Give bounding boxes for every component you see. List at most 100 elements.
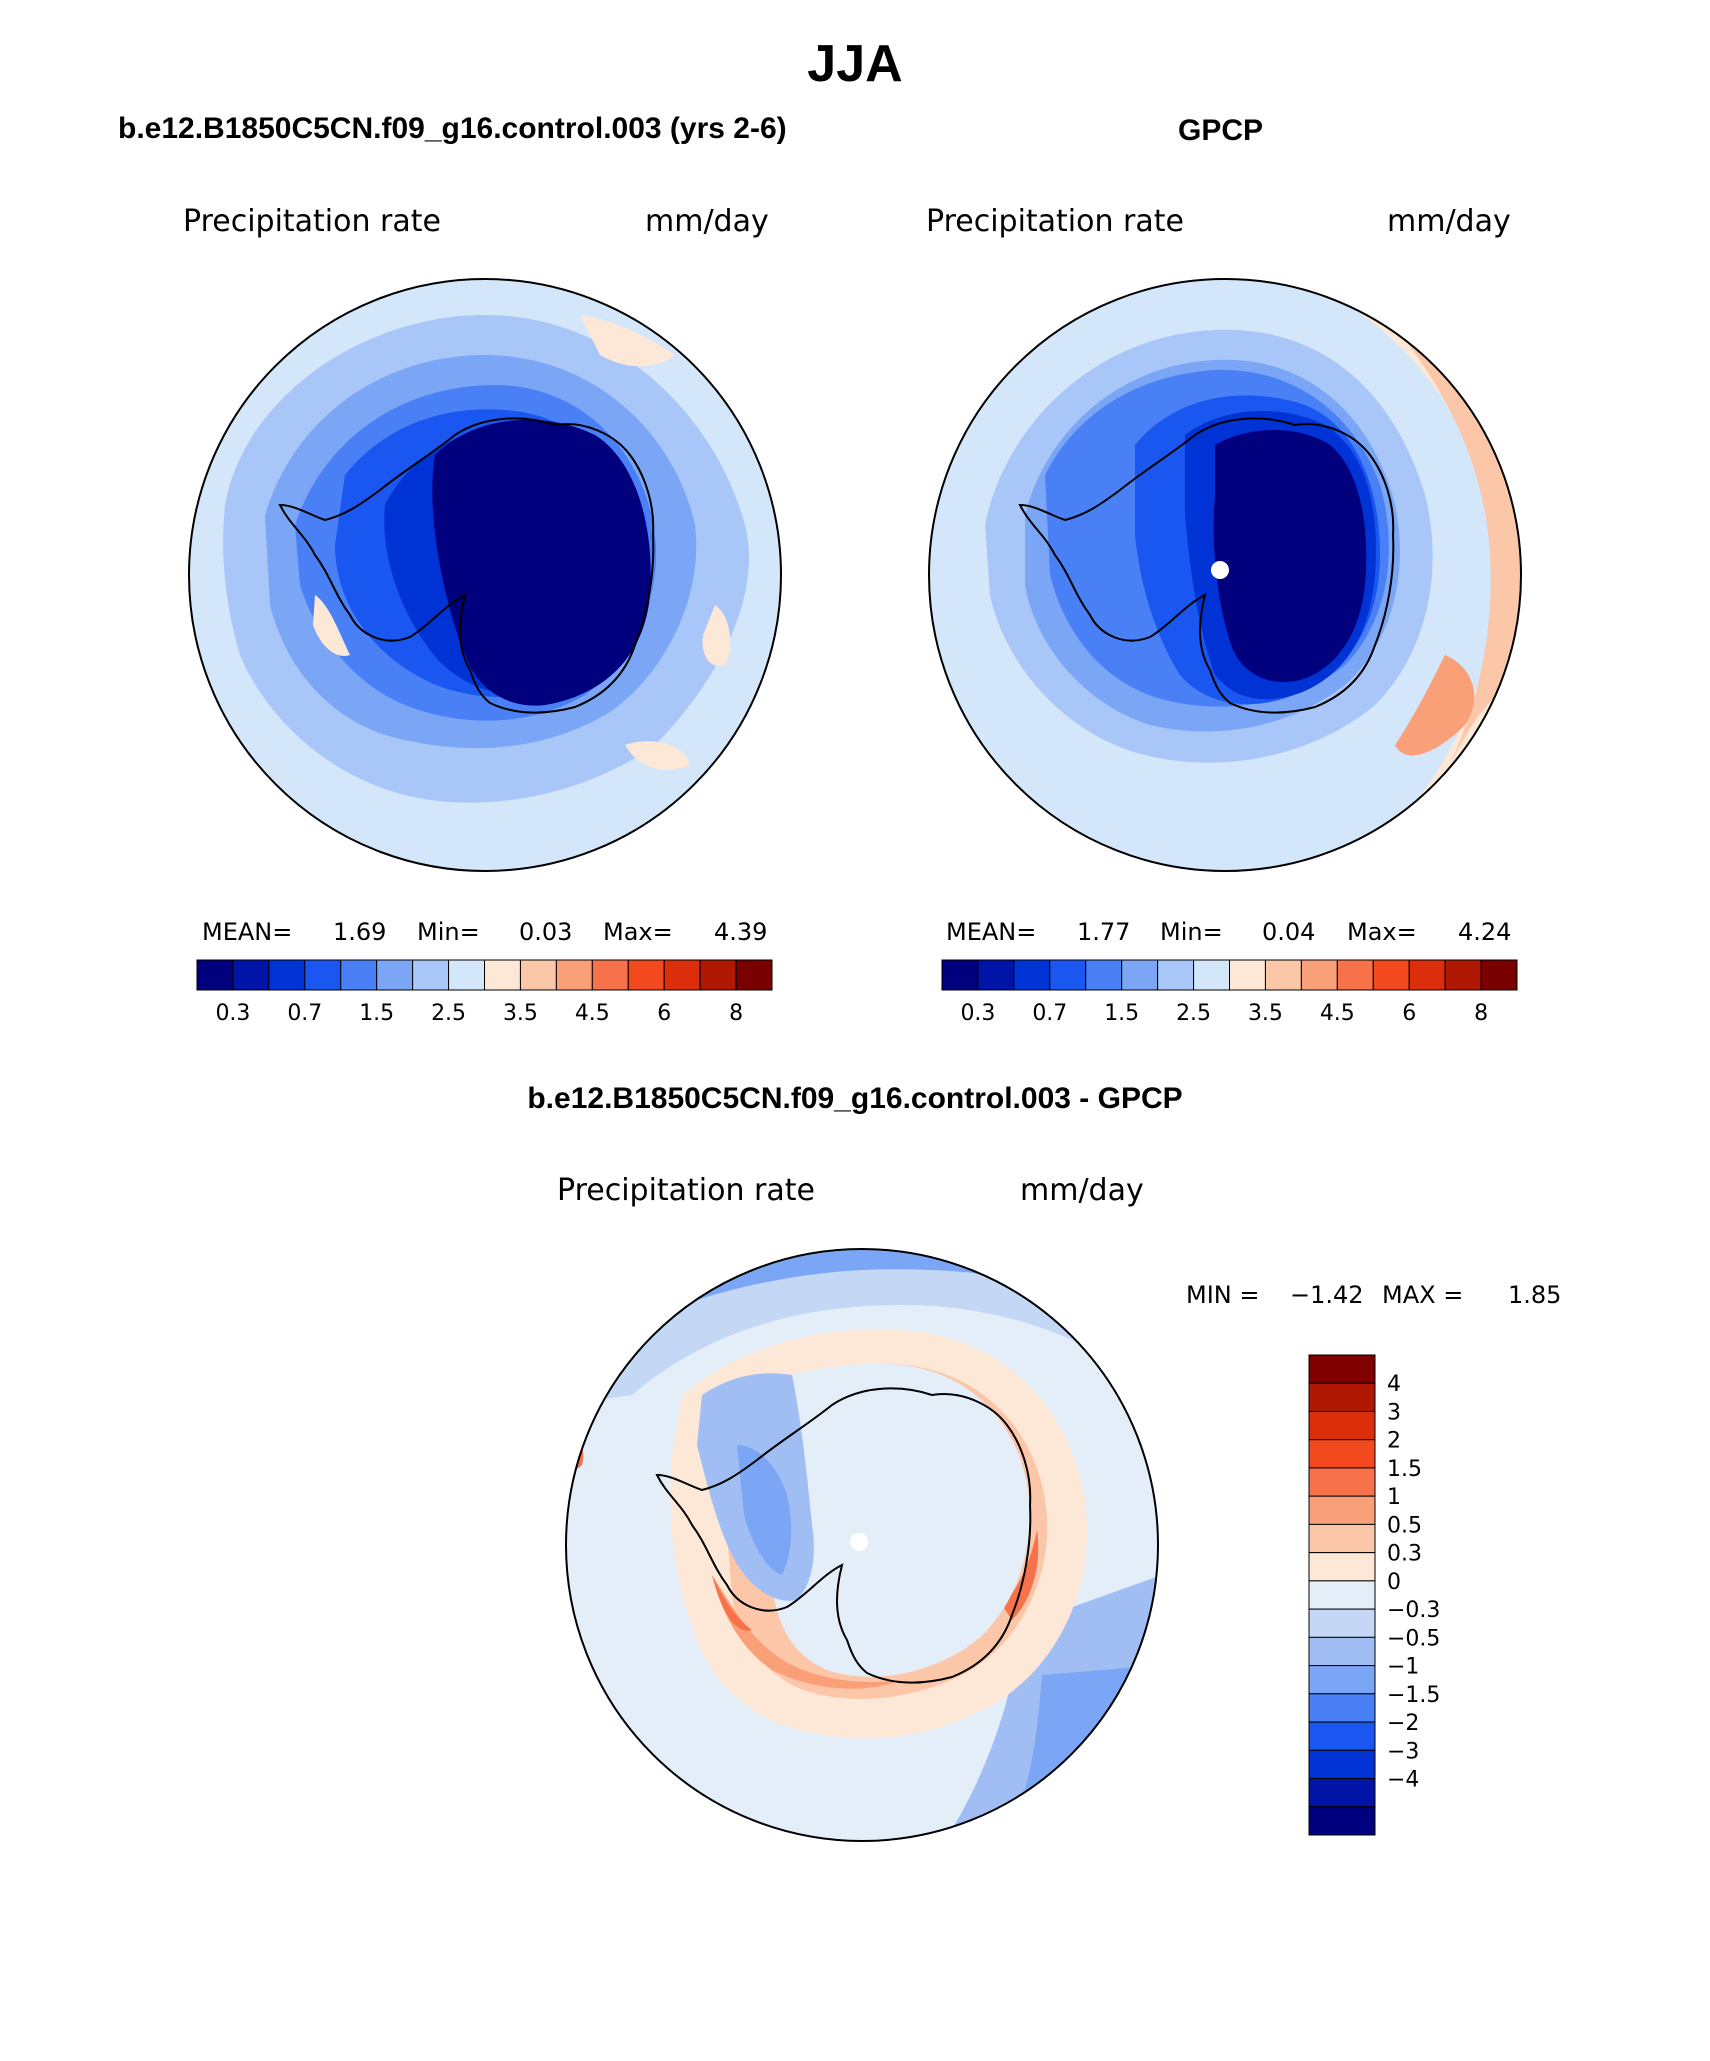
panel3-colorbar-swatch <box>1308 1410 1376 1441</box>
panel1-colorbar-swatch <box>268 959 306 991</box>
panel3-colorbar-tick-label: −4 <box>1387 1768 1419 1793</box>
panel1-colorbar-swatch <box>663 959 701 991</box>
panel1-colorbar-swatch <box>519 959 557 991</box>
panel2-polar-map <box>928 278 1522 872</box>
panel2-colorbar-swatch <box>1049 959 1087 991</box>
panel2-colorbar-tick-label: 3.5 <box>1248 1001 1283 1026</box>
panel3-colorbar-tick-label: 1 <box>1387 1485 1401 1510</box>
panel1-colorbar-swatch <box>340 959 378 991</box>
panel3-colorbar-tick-label: 2 <box>1387 1429 1401 1454</box>
panel1-colorbar-tick-label: 4.5 <box>575 1001 610 1026</box>
panel2-colorbar-swatch <box>977 959 1015 991</box>
panel1-mean-value: 1.69 <box>333 918 387 946</box>
panel2-colorbar-tick-label: 8 <box>1474 1001 1488 1026</box>
panel3-colorbar-swatch <box>1308 1778 1376 1808</box>
panel3-title: b.e12.B1850C5CN.f09_g16.control.003 - GP… <box>527 1082 1183 1115</box>
panel1-colorbar-tick-label: 2.5 <box>431 1001 466 1026</box>
panel1-colorbar-swatch <box>412 959 450 991</box>
panel1-mean-label: MEAN= <box>202 918 293 946</box>
panel1-min-value: 0.03 <box>519 918 573 946</box>
panel3-colorbar-swatch <box>1308 1693 1376 1723</box>
panel3-min-label: MIN = <box>1186 1281 1260 1309</box>
panel1-colorbar-swatch <box>591 959 629 991</box>
panel1-colorbar-swatch <box>448 959 485 991</box>
panel1-colorbar-tick-label: 6 <box>657 1001 671 1026</box>
panel1-colorbar-swatch <box>735 959 773 991</box>
panel2-colorbar-swatch <box>1480 959 1518 991</box>
panel3-colorbar-tick-label: 4 <box>1387 1372 1401 1397</box>
panel3-polar-map <box>565 1248 1159 1842</box>
panel2-colorbar-tick-label: 4.5 <box>1320 1001 1355 1026</box>
panel3-colorbar-tick-label: 0.5 <box>1387 1513 1422 1538</box>
panel2-colorbar-swatch <box>1444 959 1482 991</box>
panel2-units-label: mm/day <box>1387 204 1511 239</box>
panel1-min-label: Min= <box>417 918 480 946</box>
panel3-variable-label: Precipitation rate <box>557 1173 815 1208</box>
panel3-colorbar-tick-label: −2 <box>1387 1711 1419 1736</box>
panel3-units-label: mm/day <box>1020 1173 1144 1208</box>
panel2-colorbar-tick-label: 0.7 <box>1032 1001 1067 1026</box>
panel2-colorbar-tick-label: 1.5 <box>1104 1001 1139 1026</box>
panel2-colorbar-swatch <box>1121 959 1159 991</box>
panel2-min-label: Min= <box>1160 918 1223 946</box>
panel2-mean-value: 1.77 <box>1077 918 1131 946</box>
panel1-max-value: 4.39 <box>714 918 768 946</box>
panel3-colorbar: 4 3 2 1.5 1 0.5 0.3 0 −0.3 −0.5 −1 −1.5 −2 −3 −4 <box>1308 1354 1440 1836</box>
panel3-colorbar-swatch <box>1308 1580 1376 1610</box>
panel3-colorbar-swatch <box>1308 1721 1376 1751</box>
panel3-colorbar-swatch <box>1308 1467 1376 1497</box>
panel3-colorbar-swatch <box>1308 1665 1376 1695</box>
panel2-colorbar-swatch <box>1372 959 1410 991</box>
panel2-colorbar-swatch <box>1193 959 1230 991</box>
panel2-colorbar-swatch <box>1013 959 1051 991</box>
panel1-colorbar-tick-label: 0.3 <box>215 1001 250 1026</box>
panel3-colorbar-swatch <box>1308 1495 1376 1525</box>
panel1-colorbar: 0.3 0.7 1.5 2.5 3.5 4.5 6 8 <box>196 959 773 1026</box>
panel1-colorbar-tick-label: 8 <box>729 1001 743 1026</box>
panel2-colorbar-swatch <box>1264 959 1302 991</box>
panel1-colorbar-swatch <box>304 959 342 991</box>
panel2-max-label: Max= <box>1347 918 1417 946</box>
panel3-colorbar-tick-label: −0.5 <box>1387 1626 1440 1651</box>
panel1-colorbar-swatch <box>484 959 521 991</box>
panel1-units-label: mm/day <box>645 204 769 239</box>
panel2-colorbar-swatch <box>941 959 979 991</box>
panel1-colorbar-swatch <box>232 959 270 991</box>
panel3-colorbar-swatch <box>1308 1749 1376 1780</box>
panel3-colorbar-swatch <box>1308 1806 1376 1836</box>
panel2-colorbar-swatch <box>1085 959 1123 991</box>
panel3-min-value: −1.42 <box>1290 1281 1364 1309</box>
panel3-colorbar-tick-label: −1 <box>1387 1655 1419 1680</box>
panel1-variable-label: Precipitation rate <box>183 204 441 239</box>
panel3-colorbar-swatch <box>1308 1636 1376 1667</box>
panel3-colorbar-tick-label: 1.5 <box>1387 1457 1422 1482</box>
panel3-colorbar-tick-label: 0 <box>1387 1570 1401 1595</box>
panel2-max-value: 4.24 <box>1458 918 1512 946</box>
panel2-colorbar-swatch <box>1157 959 1195 991</box>
panel3-colorbar-swatch <box>1308 1382 1376 1412</box>
panel2-colorbar-tick-label: 6 <box>1402 1001 1416 1026</box>
panel2-colorbar-swatch <box>1229 959 1266 991</box>
panel2-colorbar-swatch <box>1336 959 1374 991</box>
panel3-colorbar-tick-label: 0.3 <box>1387 1542 1422 1567</box>
main-title: JJA <box>807 35 903 93</box>
panel2-title: GPCP <box>1178 114 1264 147</box>
panel3-colorbar-swatch <box>1308 1439 1376 1469</box>
panel1-colorbar-swatch <box>555 959 593 991</box>
panel3-colorbar-swatch <box>1308 1552 1376 1582</box>
panel1-colorbar-tick-label: 1.5 <box>359 1001 394 1026</box>
panel1-colorbar-swatch <box>376 959 414 991</box>
panel1-max-label: Max= <box>603 918 673 946</box>
panel2-colorbar-tick-label: 0.3 <box>960 1001 995 1026</box>
panel3-max-label: MAX = <box>1382 1281 1464 1309</box>
panel3-colorbar-swatch <box>1308 1523 1376 1554</box>
panel2-colorbar-swatch <box>1408 959 1446 991</box>
panel3-max-value: 1.85 <box>1508 1281 1562 1309</box>
panel2-colorbar-tick-label: 2.5 <box>1176 1001 1211 1026</box>
panel3-colorbar-swatch <box>1308 1608 1376 1638</box>
panel1-colorbar-swatch <box>627 959 665 991</box>
panel3-colorbar-swatch <box>1308 1354 1376 1384</box>
panel3-colorbar-tick-label: −1.5 <box>1387 1683 1440 1708</box>
panel1-colorbar-swatch <box>196 959 234 991</box>
panel2-min-value: 0.04 <box>1262 918 1316 946</box>
